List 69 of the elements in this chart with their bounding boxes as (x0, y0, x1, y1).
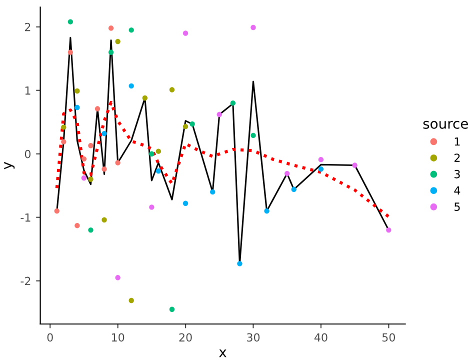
point (81, 156, 87, 162)
point (81, 175, 87, 181)
y-tick-label: -1 (20, 213, 30, 222)
y-tick-label: 1 (25, 86, 30, 95)
point (250, 24, 256, 30)
point (182, 124, 188, 130)
y-axis-title: y (4, 162, 15, 170)
point (230, 100, 236, 106)
point (284, 170, 290, 176)
point (102, 217, 107, 222)
line-series (55, 100, 390, 218)
point (74, 222, 80, 228)
x-tick-label: 50 (382, 333, 396, 342)
y-tick-label: 0 (24, 150, 31, 158)
point (156, 168, 162, 174)
point (61, 139, 66, 144)
point (250, 132, 256, 138)
legend-label: 1 (454, 137, 460, 146)
point (74, 104, 80, 110)
point (115, 38, 120, 44)
point (128, 27, 134, 33)
x-axis-title: x (219, 350, 226, 358)
x-tick-label: 40 (314, 333, 328, 342)
point (88, 143, 94, 148)
legend-label: 3 (454, 170, 460, 178)
point (88, 227, 94, 233)
point (94, 106, 100, 112)
point (54, 208, 60, 214)
point (264, 208, 270, 214)
point (216, 112, 222, 118)
point (352, 162, 358, 168)
point (156, 148, 162, 154)
point (61, 124, 66, 130)
point (88, 176, 94, 182)
legend-label: 5 (454, 202, 460, 211)
x-tick-label: 0 (47, 333, 53, 342)
point (115, 160, 120, 166)
legend-label: 4 (454, 186, 460, 194)
point (102, 166, 107, 172)
point (149, 151, 154, 156)
x-tick-label: 30 (247, 333, 260, 342)
legend-label: 2 (454, 154, 460, 162)
point (142, 95, 148, 101)
y-tick-label: 2 (25, 22, 30, 32)
point (237, 261, 242, 266)
point (182, 200, 188, 206)
x-tick-label: 10 (112, 333, 124, 342)
point (128, 298, 134, 304)
point (210, 189, 216, 195)
point (182, 30, 188, 36)
point (108, 50, 114, 55)
point (74, 88, 80, 94)
point (68, 19, 74, 24)
point (128, 83, 134, 89)
point (68, 50, 74, 55)
x-tick-label: 20 (179, 333, 192, 342)
point (169, 306, 175, 312)
point (102, 130, 107, 136)
point (291, 186, 296, 192)
point (386, 227, 392, 233)
point (318, 156, 324, 162)
point (169, 87, 175, 92)
point (149, 204, 154, 210)
legend-title: source (423, 120, 468, 129)
y-tick-label: -2 (20, 276, 30, 286)
point (318, 166, 324, 172)
point (108, 26, 114, 31)
point (190, 121, 195, 127)
point (115, 275, 120, 280)
